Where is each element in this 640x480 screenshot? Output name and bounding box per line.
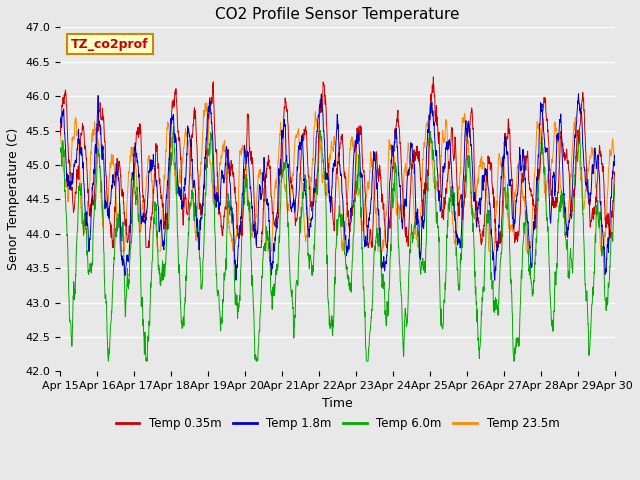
X-axis label: Time: Time <box>322 396 353 410</box>
Text: TZ_co2prof: TZ_co2prof <box>71 37 149 50</box>
Y-axis label: Senor Temperature (C): Senor Temperature (C) <box>7 128 20 271</box>
Legend: Temp 0.35m, Temp 1.8m, Temp 6.0m, Temp 23.5m: Temp 0.35m, Temp 1.8m, Temp 6.0m, Temp 2… <box>111 412 564 434</box>
Title: CO2 Profile Sensor Temperature: CO2 Profile Sensor Temperature <box>215 7 460 22</box>
